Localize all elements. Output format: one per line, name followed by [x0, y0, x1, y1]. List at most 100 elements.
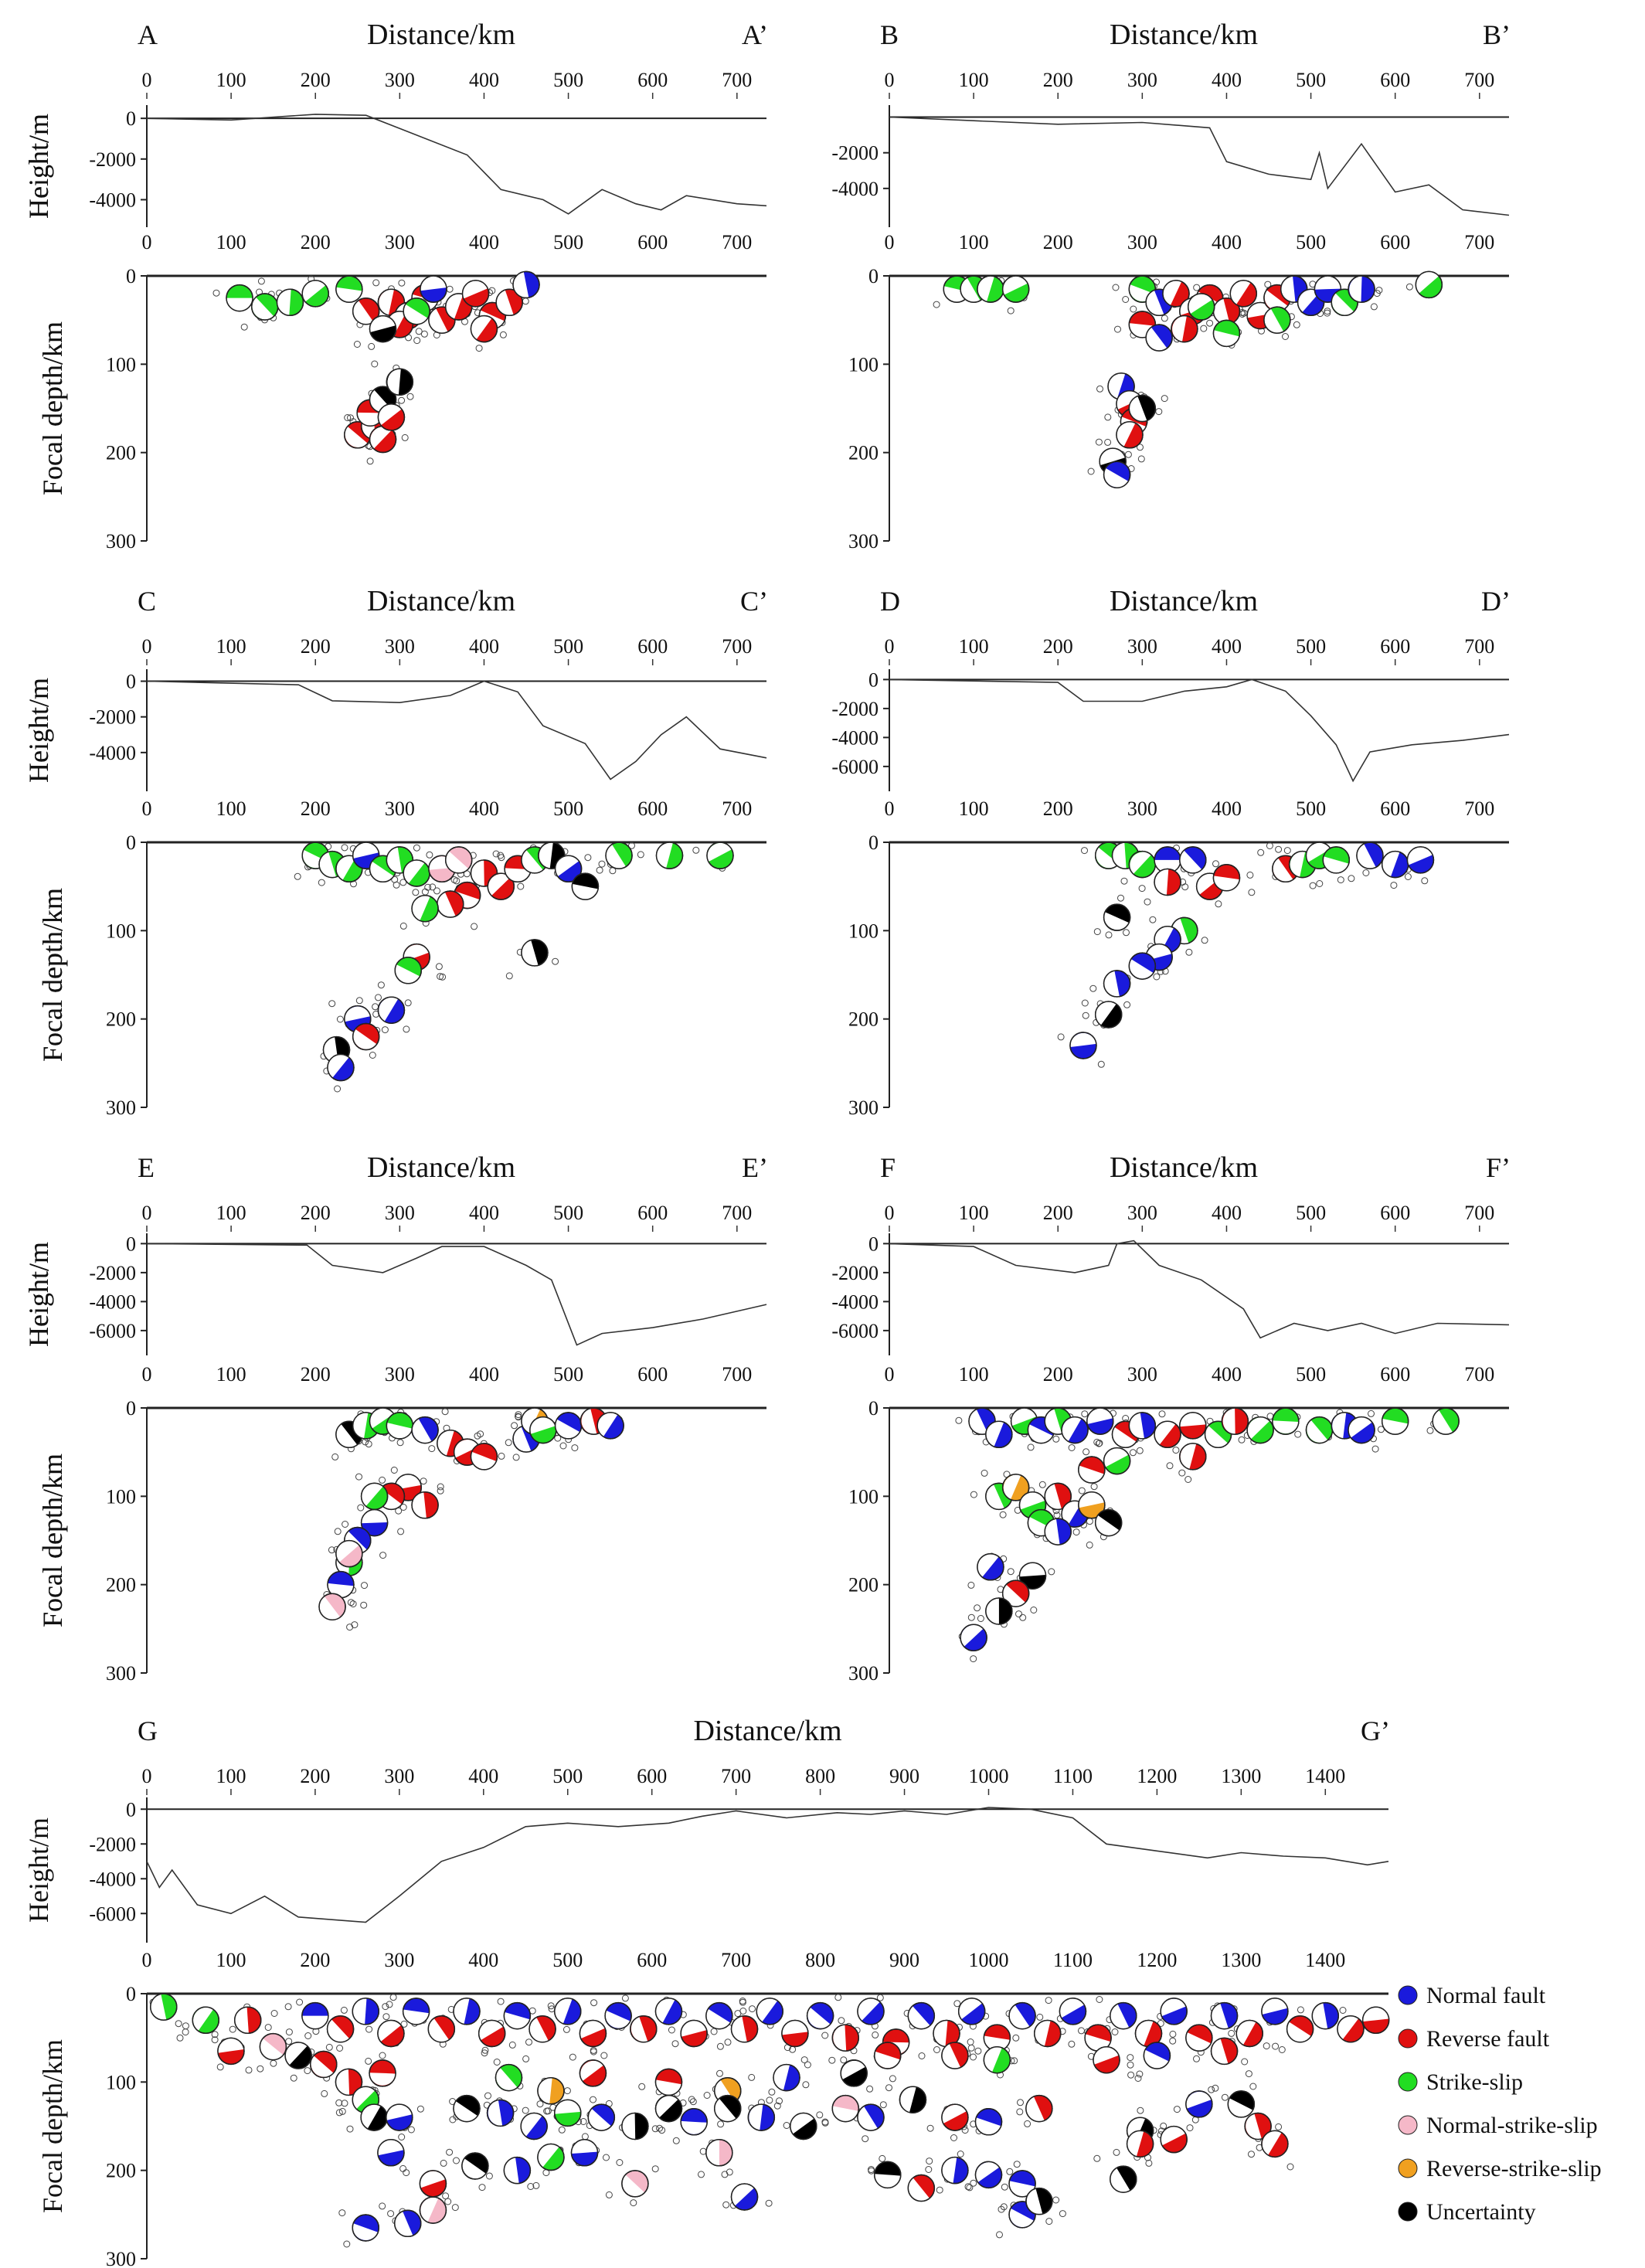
seismicity-point — [1015, 1610, 1022, 1618]
x-tick-label: 900 — [889, 1949, 919, 1971]
legend-swatch — [1398, 2158, 1418, 2178]
beachball-outline — [495, 2063, 523, 2092]
beachball-outline — [1348, 275, 1375, 303]
seismicity-point — [1036, 2013, 1044, 2021]
beachball-outline — [150, 1993, 178, 2021]
depth-tick-label: 300 — [848, 1097, 879, 1119]
x-tick-label: 100 — [959, 1202, 989, 1224]
seismicity-point — [590, 2046, 597, 2054]
x-tick-label: 100 — [216, 635, 246, 658]
beachball-dilatation — [960, 277, 981, 303]
x-tick-label: 200 — [1043, 69, 1073, 91]
x-tick-label: 200 — [1043, 231, 1073, 253]
seismicity-point — [355, 1473, 362, 1481]
beachball-outline — [553, 2099, 582, 2127]
beachball-strike-slip — [1246, 1416, 1274, 1444]
seismicity-point — [325, 2043, 333, 2051]
beachball-dilatation — [681, 2020, 707, 2037]
x-tick-label: 700 — [1464, 231, 1494, 253]
legend-label: Reverse-strike-slip — [1426, 2156, 1602, 2181]
beachball-outline — [1094, 1001, 1123, 1029]
seismicity-point — [998, 2205, 1005, 2213]
x-tick-label: 0 — [885, 69, 895, 91]
beachball-outline — [1212, 319, 1241, 348]
beachball-dilatation — [681, 2120, 708, 2134]
beachball-dilatation — [1019, 1562, 1046, 1577]
beachball-dilatation — [394, 2211, 413, 2237]
seismicity-point — [1193, 284, 1201, 291]
legend-label: Reverse fault — [1426, 2026, 1550, 2052]
seismicity-point — [651, 2125, 659, 2133]
x-tick-label: 200 — [1043, 635, 1073, 658]
x-tick-label: 1400 — [1305, 1765, 1345, 1787]
seismicity-point — [1248, 889, 1256, 896]
beachball-outline — [284, 2042, 312, 2069]
beachball-normal — [806, 2001, 834, 2030]
seismicity-point — [1144, 898, 1151, 906]
beachball-dilatation — [1095, 1001, 1116, 1025]
seismicity-point — [527, 2183, 535, 2190]
beachball-dilatation — [352, 1412, 369, 1439]
depth-axis-title: Focal depth/km — [37, 1454, 68, 1627]
beachball-outline — [1008, 2001, 1036, 2030]
section-start-label: C — [138, 586, 156, 617]
x-tick-label: 200 — [1043, 1202, 1073, 1224]
height-tick-label: -2000 — [89, 148, 136, 171]
seismicity-point — [400, 2020, 408, 2028]
seismicity-point — [689, 2098, 697, 2106]
seismicity-point — [1048, 1568, 1055, 1576]
x-tick-label: 600 — [637, 1202, 668, 1224]
seismicity-point — [1059, 2210, 1066, 2218]
seismicity-point — [517, 882, 525, 890]
beachball-dilatation — [379, 997, 399, 1022]
beachball-dilatation — [352, 842, 379, 859]
beachball-outline — [680, 2108, 708, 2136]
beachball-dilatation — [1290, 851, 1306, 878]
beachball-dilatation — [1086, 1408, 1113, 1424]
seismicity-point — [440, 2159, 447, 2167]
seismicity-point — [382, 2013, 390, 2021]
beachball-outline — [1432, 1407, 1460, 1435]
beachball-outline — [1018, 1562, 1047, 1590]
panel-D: D D’ Distance/km 0 100 200 300 400 500 600 700 0 -20… — [23, 585, 1511, 1119]
topography-line — [146, 680, 767, 780]
beachball-outline — [1221, 1407, 1249, 1435]
beachball-outline — [1078, 1456, 1106, 1484]
seismicity-point — [926, 2124, 934, 2132]
beachball-normal — [1348, 1416, 1375, 1444]
seismicity-point — [492, 850, 500, 858]
beachball-outline — [1001, 1579, 1030, 1607]
x-tick-label: 600 — [1380, 1363, 1410, 1386]
beachball-dilatation — [319, 852, 336, 878]
seismicity-point — [1158, 1410, 1166, 1418]
beachball-dilatation — [1362, 2007, 1389, 2022]
beachball-dilatation — [521, 940, 539, 966]
seismicity-point — [361, 1582, 368, 1590]
height-tick-label: -4000 — [89, 189, 136, 211]
seismicity-point — [957, 2151, 964, 2157]
beachball-dilatation — [1009, 2208, 1035, 2228]
seismicity-point — [1137, 2106, 1144, 2114]
x-tick-label: 1100 — [1053, 1949, 1093, 1971]
beachball-outline — [1244, 2112, 1272, 2140]
seismicity-point — [398, 396, 406, 404]
depth-tick-label: 200 — [106, 2160, 136, 2182]
x-tick-label: 100 — [959, 797, 989, 820]
depth-tick-label: 0 — [126, 1397, 136, 1420]
seismicity-point — [970, 2179, 977, 2187]
beachball-normal — [301, 2001, 329, 2030]
beachball-dilatation — [429, 308, 448, 333]
beachball-reverse — [1128, 311, 1157, 338]
beachball-outline — [1059, 1998, 1087, 2025]
beachball-normal — [512, 270, 540, 299]
x-tick-label: 200 — [301, 797, 331, 820]
beachball-dilatation — [1228, 2098, 1253, 2117]
beachball-outline — [1061, 1416, 1089, 1444]
x-tick-label: 200 — [1043, 797, 1073, 820]
seismicity-point — [406, 393, 414, 400]
seismicity-point — [264, 2024, 272, 2032]
beachball-reverse-strike-slip — [1078, 1491, 1106, 1519]
seismicity-point — [1215, 900, 1222, 908]
beachball-outline — [1263, 306, 1291, 334]
beachball-dilatation — [1222, 1408, 1235, 1435]
